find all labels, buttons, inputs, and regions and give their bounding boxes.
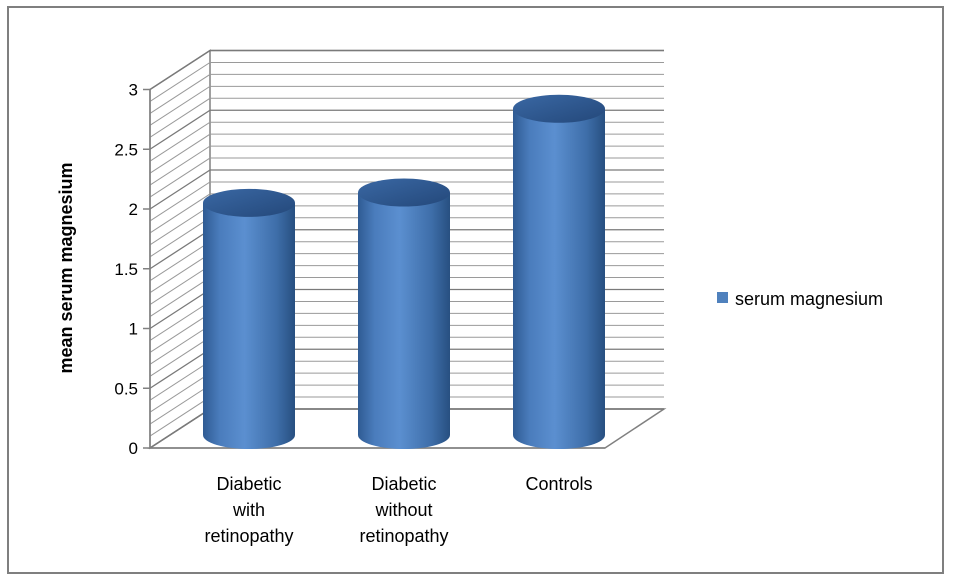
y-axis-ticks: 0 0.5 1 1.5 2 2.5 3 [114,81,605,458]
gridline [149,193,664,234]
gridline [149,169,664,210]
y-tick-label: 0 [129,439,138,458]
bar [513,94,605,449]
legend-swatch [717,292,728,303]
y-tick-label: 3 [129,81,138,100]
bar-body [358,192,450,449]
x-category-label: Diabetic with retinopathy [204,474,293,546]
gridline [149,97,664,138]
y-axis-title: mean serum magnesium [56,162,76,373]
gridline [149,181,664,222]
x-category-label-line: retinopathy [359,526,448,546]
bar [203,188,295,449]
x-category-label-line: Controls [525,474,592,494]
x-category-label-line: with [232,500,265,520]
x-category-label-line: without [374,500,432,520]
bar-top [358,178,450,207]
x-category-label-line: Diabetic [371,474,436,494]
gridline [149,85,664,126]
bar-body [513,108,605,449]
gridline [149,49,664,91]
y-tick-label: 2 [129,200,138,219]
gridline [149,157,664,198]
gridline [149,61,664,102]
x-axis-labels: Diabetic with retinopathy Diabetic without re… [204,474,592,546]
x-category-label: Diabetic without retinopathy [359,474,448,546]
gridline [149,73,664,114]
bar-top [203,188,295,217]
y-tick-label: 1.5 [114,260,138,279]
bar [358,178,450,449]
gridline [149,109,664,150]
bar-top [513,94,605,123]
legend: serum magnesium [717,289,883,309]
bar-body [203,202,295,449]
y-tick-label: 1 [129,320,138,339]
x-category-label-line: Diabetic [216,474,281,494]
y-tick-label: 2.5 [114,140,138,159]
x-category-label-line: retinopathy [204,526,293,546]
bars [203,94,605,449]
y-tick-label: 0.5 [114,379,138,398]
gridline [149,145,664,186]
x-category-label: Controls [525,474,592,494]
gridline [149,133,664,174]
gridline [149,121,664,162]
legend-label: serum magnesium [735,289,883,309]
